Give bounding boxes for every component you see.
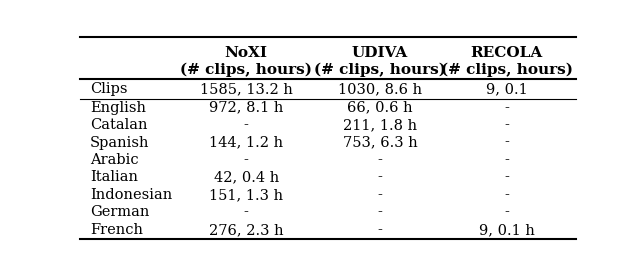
Text: -: - <box>504 101 509 115</box>
Text: 211, 1.8 h: 211, 1.8 h <box>343 118 417 132</box>
Text: -: - <box>504 118 509 132</box>
Text: NoXI: NoXI <box>225 46 268 60</box>
Text: -: - <box>504 136 509 150</box>
Text: Italian: Italian <box>90 171 138 185</box>
Text: Spanish: Spanish <box>90 136 149 150</box>
Text: (# clips, hours): (# clips, hours) <box>314 62 446 77</box>
Text: Indonesian: Indonesian <box>90 188 172 202</box>
Text: 9, 0.1 h: 9, 0.1 h <box>479 223 534 237</box>
Text: (# clips, hours): (# clips, hours) <box>440 62 573 77</box>
Text: (# clips, hours): (# clips, hours) <box>180 62 312 77</box>
Text: 1585, 13.2 h: 1585, 13.2 h <box>200 82 292 96</box>
Text: 144, 1.2 h: 144, 1.2 h <box>209 136 284 150</box>
Text: Arabic: Arabic <box>90 153 138 167</box>
Text: -: - <box>378 171 383 185</box>
Text: 753, 6.3 h: 753, 6.3 h <box>342 136 417 150</box>
Text: 276, 2.3 h: 276, 2.3 h <box>209 223 284 237</box>
Text: 66, 0.6 h: 66, 0.6 h <box>348 101 413 115</box>
Text: -: - <box>504 188 509 202</box>
Text: -: - <box>378 205 383 219</box>
Text: 1030, 8.6 h: 1030, 8.6 h <box>338 82 422 96</box>
Text: -: - <box>504 153 509 167</box>
Text: -: - <box>504 171 509 185</box>
Text: RECOLA: RECOLA <box>470 46 543 60</box>
Text: -: - <box>378 223 383 237</box>
Text: English: English <box>90 101 146 115</box>
Text: 9, 0.1: 9, 0.1 <box>486 82 527 96</box>
Text: -: - <box>244 153 248 167</box>
Text: -: - <box>504 205 509 219</box>
Text: Catalan: Catalan <box>90 118 147 132</box>
Text: German: German <box>90 205 149 219</box>
Text: 151, 1.3 h: 151, 1.3 h <box>209 188 284 202</box>
Text: -: - <box>378 188 383 202</box>
Text: 972, 8.1 h: 972, 8.1 h <box>209 101 284 115</box>
Text: -: - <box>244 118 248 132</box>
Text: -: - <box>378 153 383 167</box>
Text: 42, 0.4 h: 42, 0.4 h <box>214 171 279 185</box>
Text: UDIVA: UDIVA <box>352 46 408 60</box>
Text: -: - <box>244 205 248 219</box>
Text: Clips: Clips <box>90 82 127 96</box>
Text: French: French <box>90 223 143 237</box>
